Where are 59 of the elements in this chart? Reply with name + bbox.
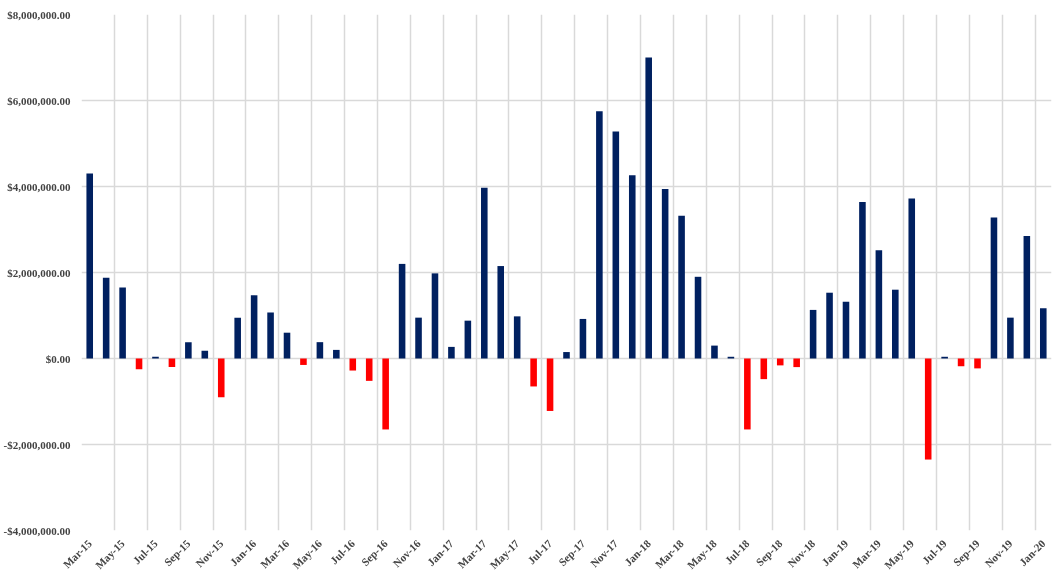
bar	[875, 250, 883, 359]
bar	[185, 342, 192, 359]
bar	[481, 187, 488, 359]
bar	[826, 292, 833, 359]
bar	[924, 358, 932, 460]
bar	[497, 266, 505, 359]
bar	[776, 358, 784, 366]
bar	[694, 276, 702, 359]
bar	[678, 215, 685, 359]
bar	[628, 175, 636, 359]
bar	[464, 320, 472, 359]
bar	[119, 287, 126, 359]
bar	[744, 358, 751, 430]
bar	[793, 358, 800, 368]
bar	[908, 198, 916, 359]
bar	[349, 358, 357, 371]
bar	[283, 332, 291, 359]
y-tick-label: $6,000,000.00	[7, 94, 71, 107]
y-tick-label: $8,000,000.00	[7, 8, 71, 21]
bar	[546, 358, 554, 411]
bar	[217, 358, 225, 398]
bar	[86, 173, 94, 359]
bar	[530, 358, 537, 387]
bar	[316, 342, 324, 359]
y-tick-label: $4,000,000.00	[7, 180, 71, 193]
bar	[974, 358, 981, 369]
bar	[596, 111, 603, 359]
y-tick-label: $2,000,000.00	[7, 266, 71, 279]
bar	[431, 273, 439, 359]
bar	[1023, 235, 1031, 359]
bar	[563, 352, 570, 359]
bar	[579, 318, 587, 359]
bar	[892, 289, 899, 359]
bar	[661, 189, 669, 359]
bar	[859, 201, 866, 359]
y-tick-label: -$2,000,000.00	[3, 438, 71, 451]
y-tick-label: -$4,000,000.00	[3, 524, 71, 537]
y-tick-label: $0.00	[45, 352, 71, 365]
bar	[201, 350, 209, 359]
bar	[415, 317, 422, 359]
bar	[990, 217, 998, 359]
bar	[645, 57, 652, 359]
bar	[711, 345, 718, 359]
bar	[382, 358, 389, 430]
bar	[1039, 308, 1047, 359]
bar	[612, 131, 620, 359]
bar	[809, 309, 817, 359]
bar	[267, 312, 274, 359]
bar	[234, 317, 241, 359]
bar	[102, 277, 110, 359]
bar	[398, 263, 406, 359]
bar	[300, 358, 307, 365]
bar	[1007, 317, 1014, 359]
bar	[448, 346, 455, 359]
bar	[333, 349, 340, 359]
bar	[842, 301, 850, 359]
bar	[513, 316, 521, 359]
bar	[365, 358, 373, 381]
bar	[250, 295, 258, 359]
